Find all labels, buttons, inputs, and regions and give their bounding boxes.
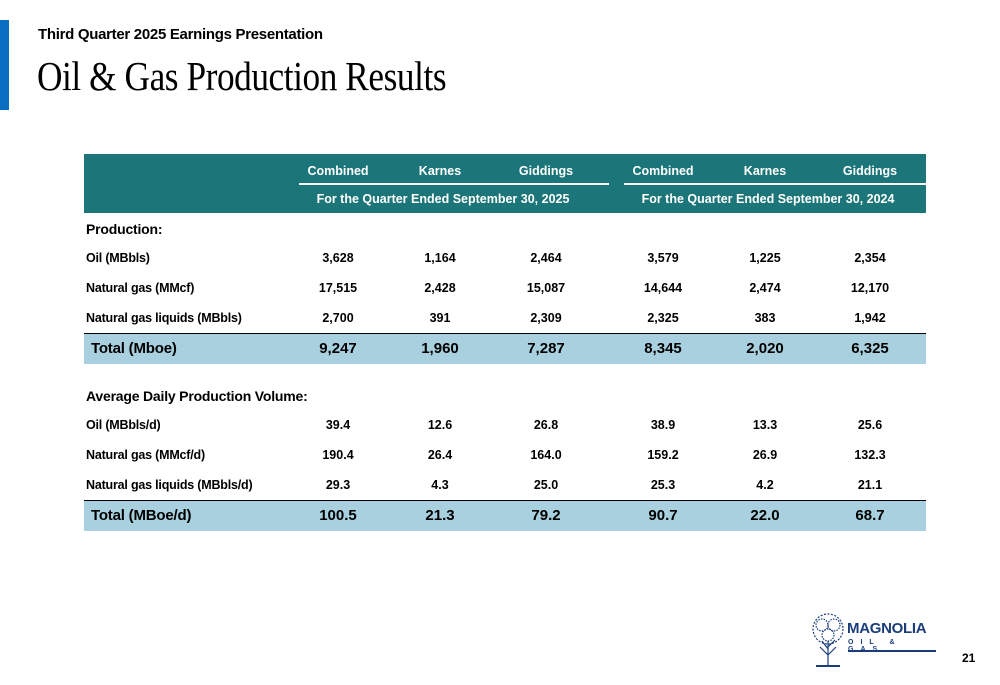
total-value: 9,247 xyxy=(319,340,357,357)
column-header-combined-2025: Combined xyxy=(307,164,369,178)
total-value: 100.5 xyxy=(319,507,357,524)
column-header-combined-2024: Combined xyxy=(632,164,694,178)
cell-value: 12,170 xyxy=(850,281,890,295)
cell-value: 13.3 xyxy=(752,418,778,432)
cell-value: 26.9 xyxy=(752,448,778,462)
cell-value: 2,325 xyxy=(647,311,679,325)
row-label: Oil (MBbls) xyxy=(86,251,150,265)
table-row-ngl: Natural gas liquids (MBbls) 2,700 391 2,… xyxy=(84,303,926,334)
cell-value: 383 xyxy=(754,311,776,325)
cell-value: 164.0 xyxy=(530,448,562,462)
total-row-daily: Total (MBoe/d) 100.5 21.3 79.2 90.7 22.0… xyxy=(84,501,926,531)
row-label: Natural gas liquids (MBbls) xyxy=(86,311,242,325)
column-header-giddings-2025: Giddings xyxy=(518,164,574,178)
logo-wordmark: MAGNOLIA xyxy=(847,620,927,637)
table-row-oil-daily: Oil (MBbls/d) 39.4 12.6 26.8 38.9 13.3 2… xyxy=(84,410,926,440)
cell-value: 17,515 xyxy=(318,281,358,295)
slide-title: Oil & Gas Production Results xyxy=(37,53,447,99)
cell-value: 1,164 xyxy=(424,251,456,265)
production-table: Combined Karnes Giddings Combined Karnes… xyxy=(84,154,926,531)
table-row-natural-gas-daily: Natural gas (MMcf/d) 190.4 26.4 164.0 15… xyxy=(84,440,926,470)
total-value: 68.7 xyxy=(855,507,885,524)
row-label: Natural gas (MMcf/d) xyxy=(86,448,205,462)
cell-value: 25.6 xyxy=(857,418,883,432)
period-divider-2024 xyxy=(624,183,926,185)
cell-value: 12.6 xyxy=(427,418,453,432)
total-value: 2,020 xyxy=(746,340,784,357)
row-label: Natural gas liquids (MBbls/d) xyxy=(86,478,253,492)
presentation-subtitle: Third Quarter 2025 Earnings Presentation xyxy=(38,26,323,43)
cell-value: 15,087 xyxy=(526,281,566,295)
cell-value: 3,628 xyxy=(322,251,354,265)
cell-value: 2,309 xyxy=(530,311,562,325)
total-value: 6,325 xyxy=(851,340,889,357)
cell-value: 1,225 xyxy=(749,251,781,265)
total-value: 7,287 xyxy=(527,340,565,357)
cell-value: 29.3 xyxy=(325,478,351,492)
cell-value: 4.2 xyxy=(756,478,774,492)
section-spacer xyxy=(84,364,926,380)
cell-value: 25.3 xyxy=(650,478,676,492)
logo-underline xyxy=(848,650,936,652)
table-row-ngl-daily: Natural gas liquids (MBbls/d) 29.3 4.3 2… xyxy=(84,470,926,501)
cell-value: 1,942 xyxy=(854,311,886,325)
total-label: Total (MBoe/d) xyxy=(91,507,192,524)
cell-value: 14,644 xyxy=(643,281,683,295)
cell-value: 159.2 xyxy=(647,448,679,462)
cell-value: 190.4 xyxy=(322,448,354,462)
company-logo: MAGNOLIA OIL & GAS xyxy=(808,611,938,671)
total-label: Total (Mboe) xyxy=(91,340,177,357)
row-label: Natural gas (MMcf) xyxy=(86,281,195,295)
cell-value: 4.3 xyxy=(431,478,449,492)
cell-value: 21.1 xyxy=(857,478,883,492)
cell-value: 2,474 xyxy=(749,281,781,295)
column-header-karnes-2025: Karnes xyxy=(418,164,462,178)
column-header-karnes-2024: Karnes xyxy=(743,164,787,178)
cell-value: 38.9 xyxy=(650,418,676,432)
period-divider-2025 xyxy=(299,183,609,185)
cell-value: 132.3 xyxy=(854,448,886,462)
table-header: Combined Karnes Giddings Combined Karnes… xyxy=(84,154,926,213)
total-value: 1,960 xyxy=(421,340,459,357)
page-number: 21 xyxy=(962,651,976,665)
section-label-daily: Average Daily Production Volume: xyxy=(86,388,308,404)
cell-value: 391 xyxy=(429,311,451,325)
section-label-production: Production: xyxy=(86,221,163,237)
total-value: 8,345 xyxy=(644,340,682,357)
tree-icon xyxy=(812,613,844,667)
total-value: 90.7 xyxy=(648,507,678,524)
total-value: 21.3 xyxy=(425,507,455,524)
cell-value: 2,464 xyxy=(530,251,562,265)
cell-value: 39.4 xyxy=(325,418,351,432)
period-header-2025: For the Quarter Ended September 30, 2025 xyxy=(316,192,570,206)
period-header-2024: For the Quarter Ended September 30, 2024 xyxy=(641,192,895,206)
row-label: Oil (MBbls/d) xyxy=(86,418,161,432)
cell-value: 3,579 xyxy=(647,251,679,265)
cell-value: 2,428 xyxy=(424,281,456,295)
cell-value: 26.8 xyxy=(533,418,559,432)
table-row-natural-gas: Natural gas (MMcf) 17,515 2,428 15,087 1… xyxy=(84,273,926,303)
column-header-giddings-2024: Giddings xyxy=(842,164,898,178)
table-row-oil: Oil (MBbls) 3,628 1,164 2,464 3,579 1,22… xyxy=(84,243,926,273)
cell-value: 26.4 xyxy=(427,448,453,462)
total-value: 79.2 xyxy=(531,507,561,524)
logo-subtext: OIL & GAS xyxy=(848,639,902,653)
cell-value: 25.0 xyxy=(533,478,559,492)
cell-value: 2,700 xyxy=(322,311,354,325)
total-value: 22.0 xyxy=(750,507,780,524)
accent-bar xyxy=(0,20,9,110)
cell-value: 2,354 xyxy=(854,251,886,265)
total-row-production: Total (Mboe) 9,247 1,960 7,287 8,345 2,0… xyxy=(84,334,926,364)
